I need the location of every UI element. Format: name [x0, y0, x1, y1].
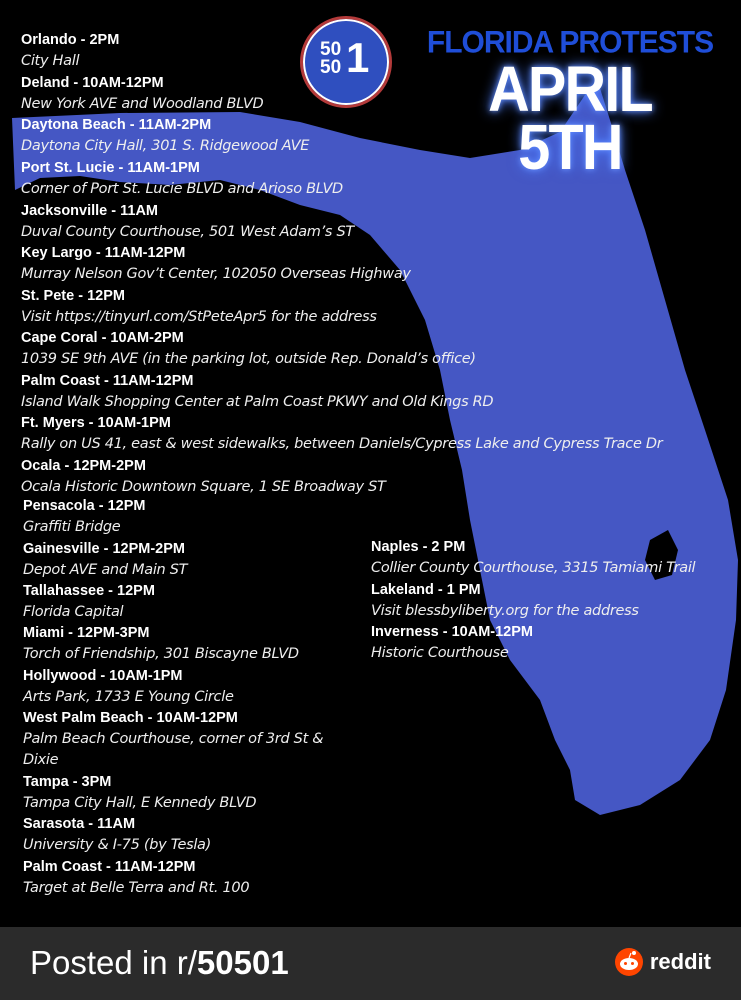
event-title: Tallahassee - 12PM [23, 583, 155, 599]
reddit-brand[interactable]: reddit [614, 947, 711, 977]
florida-map [12, 82, 738, 815]
event-location: Target at Belle Terra and Rt. 100 [23, 880, 250, 896]
event-location: Ocala Historic Downtown Square, 1 SE Bro… [21, 479, 386, 495]
event-location: Corner of Port St. Lucie BLVD and Arioso… [21, 181, 343, 197]
event-entry: Port St. Lucie - 11AM-1PM Corner of Port … [21, 158, 343, 200]
event-title: Hollywood - 10AM-1PM [23, 668, 183, 684]
event-entry: Deland - 10AM-12PM New York AVE and Woodl… [21, 73, 264, 115]
heading-day: 5TH [518, 111, 623, 183]
event-entry: West Palm Beach - 10AM-12PM Palm Beach Co… [23, 708, 353, 771]
event-location: Visit blessbyliberty.org for the address [371, 603, 639, 619]
event-title: Orlando - 2PM [21, 32, 120, 48]
event-entry: Miami - 12PM-3PM Torch of Friendship, 301… [23, 623, 299, 665]
event-entry: Ft. Myers - 10AM-1PM Rally on US 41, east… [21, 413, 663, 455]
event-title: Deland - 10AM-12PM [21, 75, 164, 91]
event-title: Pensacola - 12PM [23, 498, 146, 514]
event-title: Cape Coral - 10AM-2PM [21, 330, 184, 346]
event-entry: Palm Coast - 11AM-12PM Island Walk Shoppi… [21, 371, 494, 413]
reddit-footer: Posted in r/50501 reddit [0, 927, 741, 1000]
event-title: Ft. Myers - 10AM-1PM [21, 415, 171, 431]
event-title: Palm Coast - 11AM-12PM [21, 373, 194, 389]
event-title: Inverness - 10AM-12PM [371, 624, 533, 640]
event-location: Graffiti Bridge [23, 519, 121, 535]
event-title: Gainesville - 12PM-2PM [23, 541, 185, 557]
event-location: Depot AVE and Main ST [23, 562, 188, 578]
event-entry: St. Pete - 12PM Visit https://tinyurl.com… [21, 286, 377, 328]
heading-month: APRIL [488, 53, 654, 125]
event-location: Arts Park, 1733 E Young Circle [23, 689, 234, 705]
event-entry: Key Largo - 11AM-12PM Murray Nelson Gov’t… [21, 243, 411, 285]
event-entry: Palm Coast - 11AM-12PM Target at Belle Te… [23, 857, 250, 899]
event-entry: Daytona Beach - 11AM-2PM Daytona City Hal… [21, 115, 309, 157]
event-location: Tampa City Hall, E Kennedy BLVD [23, 795, 257, 811]
event-location: Torch of Friendship, 301 Biscayne BLVD [23, 646, 299, 662]
event-location: Florida Capital [23, 604, 124, 620]
event-title: St. Pete - 12PM [21, 288, 125, 304]
event-entry: Inverness - 10AM-12PM Historic Courthouse [371, 622, 533, 664]
50501-logo: 50 50 1 [300, 16, 392, 108]
event-location: Rally on US 41, east & west sidewalks, b… [21, 436, 663, 452]
event-title: Lakeland - 1 PM [371, 582, 481, 598]
event-entry: Lakeland - 1 PM Visit blessbyliberty.org … [371, 580, 639, 622]
reddit-wordmark: reddit [649, 949, 711, 974]
event-entry: Tallahassee - 12PM Florida Capital [23, 581, 155, 623]
florida-shape [12, 82, 738, 815]
event-title: Sarasota - 11AM [23, 816, 136, 832]
event-location: Collier County Courthouse, 3315 Tamiami … [371, 560, 696, 576]
event-title: Port St. Lucie - 11AM-1PM [21, 160, 200, 176]
event-title: West Palm Beach - 10AM-12PM [23, 710, 238, 726]
event-location: City Hall [21, 53, 80, 69]
lake-okeechobee [645, 530, 678, 580]
event-location: Historic Courthouse [371, 645, 509, 661]
event-entry: Orlando - 2PM City Hall [21, 30, 119, 72]
event-title: Ocala - 12PM-2PM [21, 458, 146, 474]
event-location: New York AVE and Woodland BLVD [21, 96, 264, 112]
event-entry: Cape Coral - 10AM-2PM 1039 SE 9th AVE (in… [21, 328, 476, 370]
event-entry: Hollywood - 10AM-1PM Arts Park, 1733 E Yo… [23, 666, 234, 708]
poster-heading: FLORIDA PROTESTS APRIL 5TH [420, 25, 720, 183]
event-title: Tampa - 3PM [23, 774, 112, 790]
event-entry: Ocala - 12PM-2PM Ocala Historic Downtown … [21, 456, 386, 498]
event-location: Murray Nelson Gov’t Center, 102050 Overs… [21, 266, 411, 282]
posted-in-label[interactable]: Posted in r/50501 [30, 944, 289, 981]
event-location: Island Walk Shopping Center at Palm Coas… [21, 394, 494, 410]
event-title: Miami - 12PM-3PM [23, 625, 150, 641]
event-title: Naples - 2 PM [371, 539, 466, 555]
event-location: Daytona City Hall, 301 S. Ridgewood AVE [21, 138, 310, 154]
event-location: Palm Beach Courthouse, corner of 3rd St … [23, 731, 324, 768]
event-location: Duval County Courthouse, 501 West Adam’s… [21, 224, 354, 240]
reddit-snoo-icon [614, 948, 643, 976]
event-location: University & I-75 (by Tesla) [23, 837, 212, 853]
heading-title: FLORIDA PROTESTS [426, 25, 714, 60]
event-location: Visit https://tinyurl.com/StPeteApr5 for… [21, 309, 377, 325]
event-entry: Tampa - 3PM Tampa City Hall, E Kennedy BL… [23, 772, 257, 814]
event-entry: Sarasota - 11AM University & I-75 (by Tes… [23, 814, 211, 856]
subreddit-name[interactable]: 50501 [196, 944, 289, 981]
event-entry: Jacksonville - 11AM Duval County Courthou… [21, 201, 354, 243]
event-entry: Gainesville - 12PM-2PM Depot AVE and Main… [23, 539, 188, 581]
event-entry: Pensacola - 12PM Graffiti Bridge [23, 496, 146, 538]
event-title: Daytona Beach - 11AM-2PM [21, 117, 212, 133]
event-title: Key Largo - 11AM-12PM [21, 245, 186, 261]
event-entry: Naples - 2 PM Collier County Courthouse, … [371, 537, 696, 579]
protest-poster: 50 50 1 FLORIDA PROTESTS APRIL 5TH Orlando… [12, 16, 738, 899]
event-title: Palm Coast - 11AM-12PM [23, 859, 196, 875]
event-location: 1039 SE 9th AVE (in the parking lot, out… [21, 351, 476, 367]
event-title: Jacksonville - 11AM [21, 203, 159, 219]
